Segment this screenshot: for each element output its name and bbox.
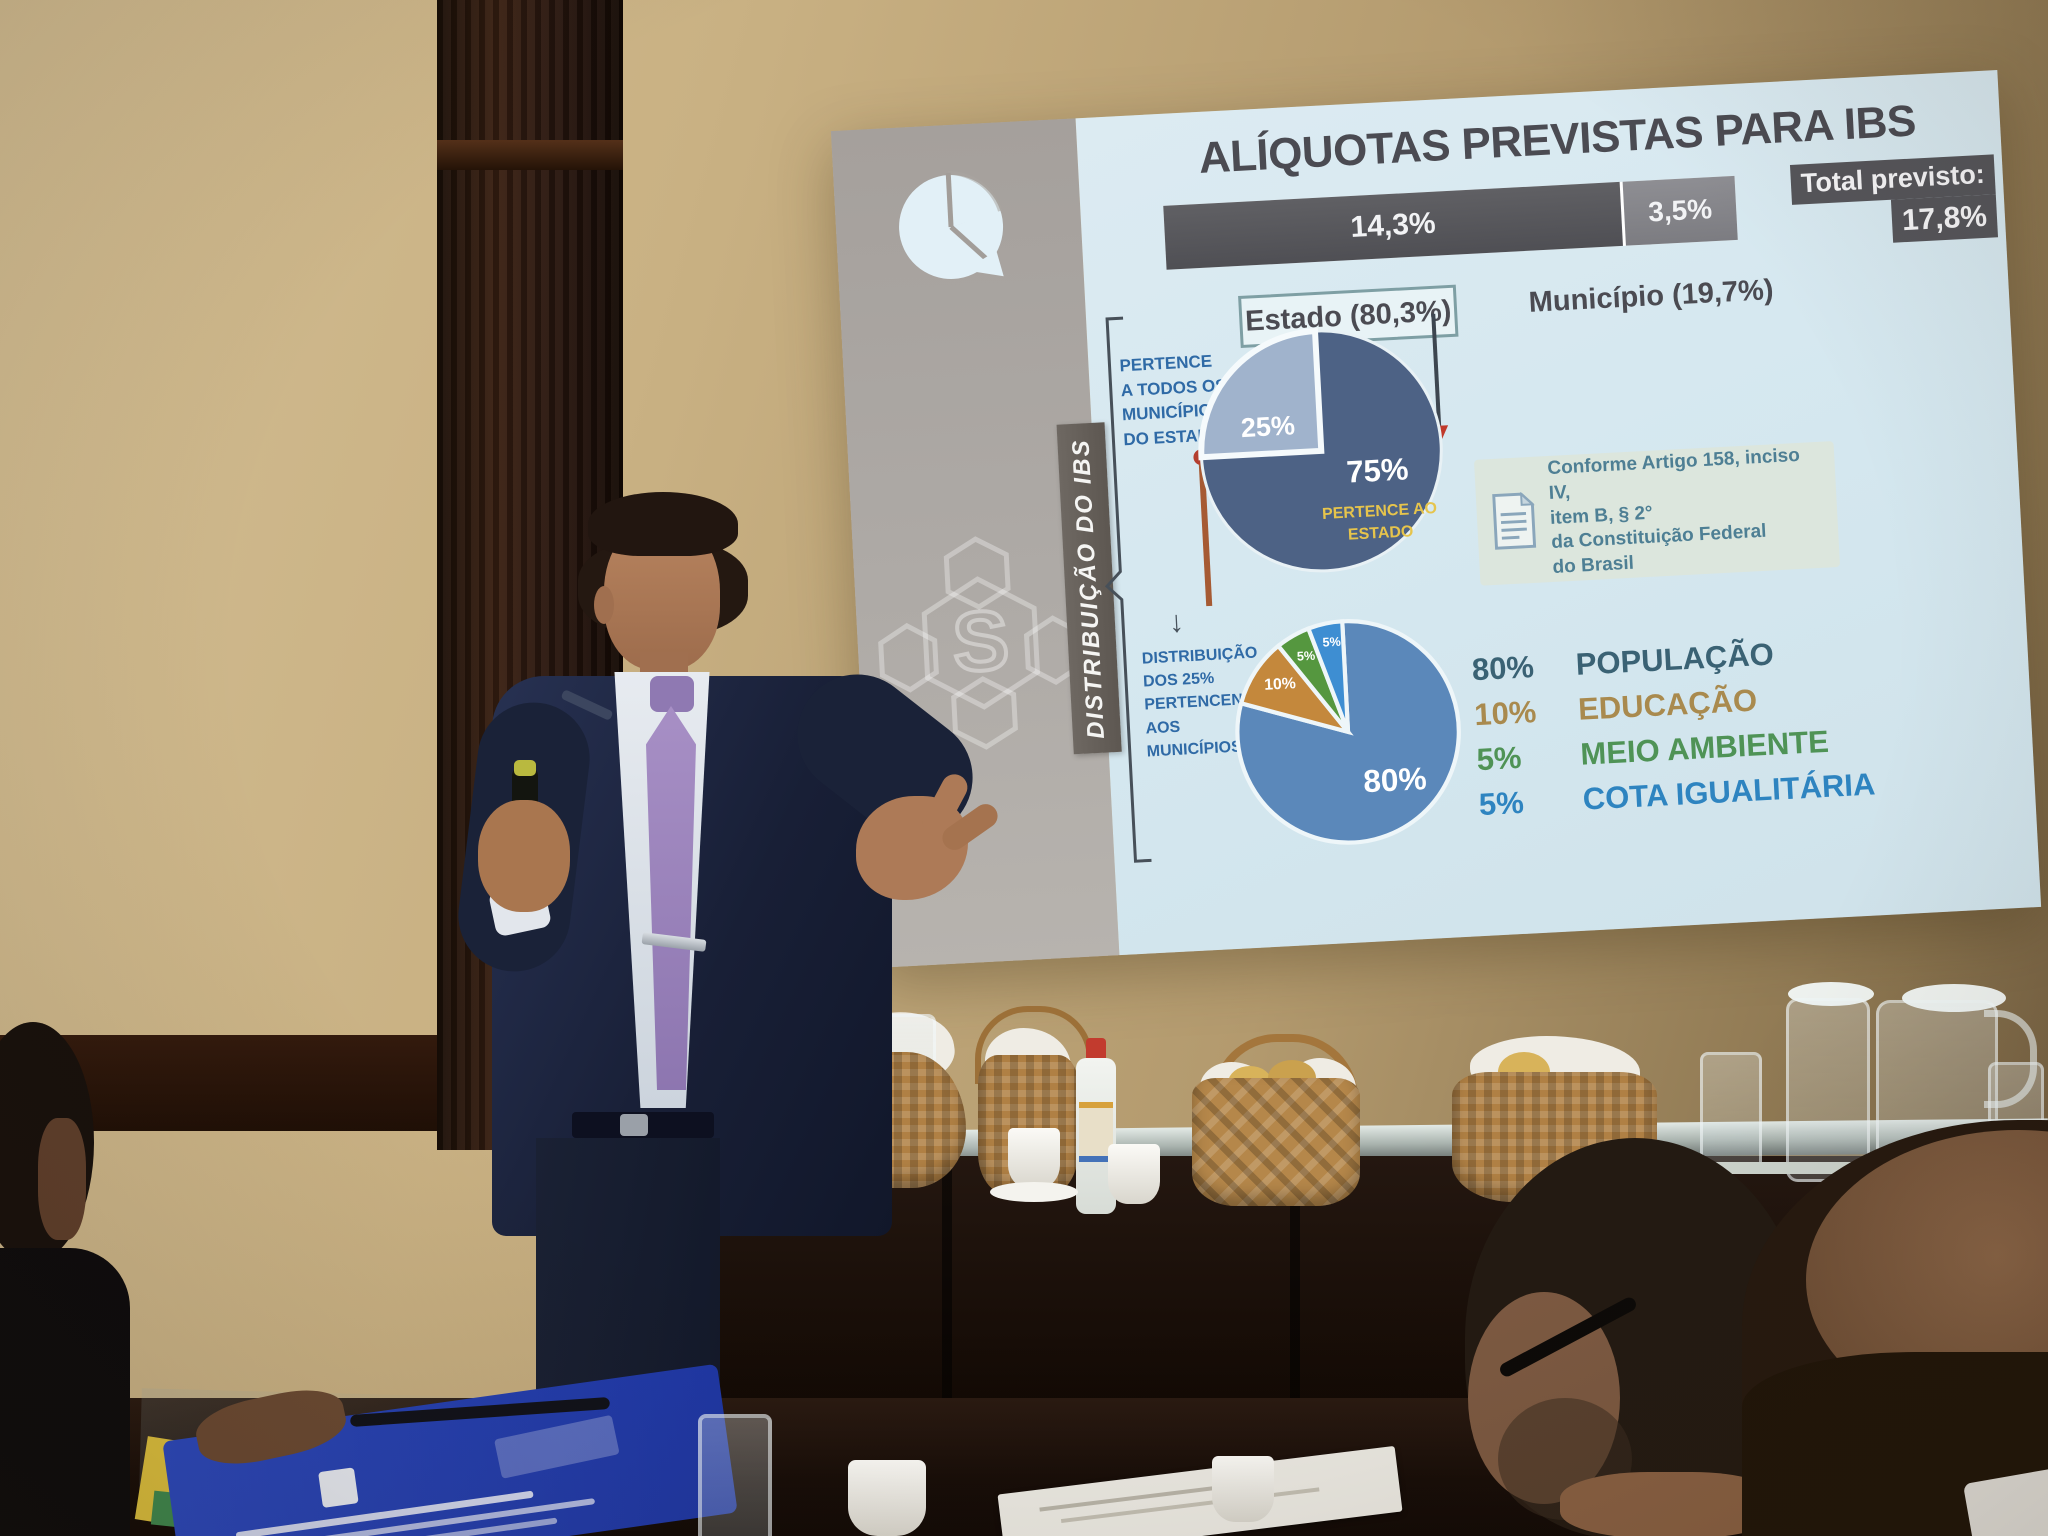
presenter-hair [588,492,738,556]
wood-pillar-molding [437,140,623,170]
saucer [990,1182,1078,1202]
pie-chart-estado: 25% 75% PERTENCE AO ESTADO [1198,327,1443,573]
constitution-note-box: Conforme Artigo 158, inciso IV, item B, … [1473,441,1841,586]
attendee-left-face [38,1118,86,1240]
coffee-cup-foreground-2 [1212,1456,1274,1522]
espresso-cup [1108,1144,1160,1204]
pie-estado-sub2: ESTADO [1348,523,1414,543]
constitution-note-text: Conforme Artigo 158, inciso IV, item B, … [1547,443,1826,581]
hexagon-s-logo-watermark: S [878,536,1085,750]
pie-estado-25-label: 25% [1240,410,1296,443]
legend-educacao: 10% EDUCAÇÃO [1473,679,1871,733]
bottle-cap [1086,1038,1106,1064]
pie-municipios-5a-label: 5% [1297,649,1316,664]
legend-meio-ambiente: 5% MEIO AMBIENTE [1475,723,1874,778]
legend-meio-ambiente-label: MEIO AMBIENTE [1579,723,1830,772]
pie-municipios-80-label: 80% [1362,760,1427,799]
pie-chart-municipios: 80% 10% 5% 5% [1235,619,1461,845]
estado-connector-line [1431,313,1442,426]
orange-connector-line [1198,464,1213,607]
legend-cota-igualitaria-label: COTA IGUALITÁRIA [1581,766,1877,817]
legend-populacao-pct: 80% [1471,649,1535,688]
slide-sidebar: S [830,118,1120,968]
pitcher2-handle [1984,1010,2037,1108]
pie-municipios-legend: 80% POPULAÇÃO 10% EDUCAÇÃO 5% MEIO AMBIE… [1471,634,1877,835]
folder-qr-code [318,1467,359,1508]
note-line2: item B, § 2° [1549,502,1654,529]
brace-bracket [1104,316,1152,863]
pie-estado-slice-25 [1198,327,1325,461]
presenter-left-hand [478,800,570,912]
projection-screen: S ALÍQUOTAS PREVISTAS PARA IBS 14,3% 3,5… [830,70,2042,968]
tall-water-glass [698,1414,772,1536]
presenter-belt-buckle [620,1114,648,1136]
pie-municipios-5b-label: 5% [1322,635,1341,650]
note-line4: do Brasil [1552,552,1635,578]
bottle-label [1079,1102,1113,1162]
pie-municipios-10-label: 10% [1264,675,1296,694]
pie-chart-icon [899,171,1004,279]
folder-text-line-2 [257,1498,596,1536]
bread-basket-3 [1192,1078,1360,1206]
pie-estado-75-label: 75% [1345,451,1409,489]
down-arrow-icon: ↓ [1168,605,1185,640]
pie-municipios-slice-5-blue [1305,619,1351,733]
legend-educacao-pct: 10% [1473,694,1538,733]
water-pitcher-1 [1786,998,1870,1182]
drinking-glass-1 [1700,1052,1762,1170]
coffee-cup-foreground-1 [848,1460,926,1536]
legend-cota-igualitaria: 5% COTA IGUALITÁRIA [1478,766,1877,823]
document-icon [1492,491,1537,550]
legend-populacao-label: POPULAÇÃO [1574,636,1775,682]
attendee-left-shoulder [0,1248,130,1536]
legend-meio-ambiente-pct: 5% [1475,739,1523,778]
presenter-remote-cap [514,760,536,776]
presenter-tie-knot [650,676,694,712]
svg-text:S: S [950,593,1011,690]
legend-educacao-label: EDUCAÇÃO [1577,682,1758,727]
folder-white-label [493,1414,620,1479]
legend-cota-igualitaria-pct: 5% [1478,784,1525,823]
small-milk-pitcher [1008,1128,1060,1188]
presenter-ear [594,586,614,624]
note-line1: Conforme Artigo 158, inciso IV, [1546,445,1801,505]
pie-estado-sub1: PERTENCE AO [1322,500,1438,523]
